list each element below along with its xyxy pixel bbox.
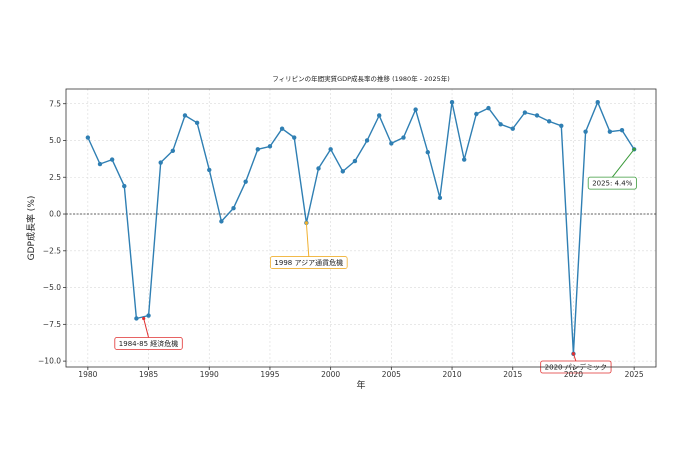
data-point-2015: [510, 126, 515, 131]
data-point-2017: [534, 113, 540, 118]
data-point-2002: [352, 158, 358, 164]
data-point-1996: [279, 126, 285, 131]
x-tick-label: 2020: [564, 370, 583, 379]
annotation-box: [114, 337, 183, 350]
data-point-1988: [182, 113, 188, 118]
data-point-2011: [461, 157, 467, 162]
data-point-2014: [498, 122, 503, 127]
y-tick-label: 5.0: [49, 136, 61, 145]
data-point-2008: [425, 150, 430, 155]
x-axis-ticks: 1980 1985 1990 1995 2000 2005 2010 2015 2020 2025: [78, 367, 644, 379]
data-point-1986: [158, 160, 163, 165]
x-tick-label: 1985: [139, 370, 158, 379]
y-tick-label: −5.0: [43, 283, 61, 292]
x-axis-label: 年: [356, 379, 365, 391]
data-point-1985: [146, 313, 151, 318]
x-tick-label: 2000: [321, 370, 340, 379]
series-layer: [85, 100, 637, 356]
annotation-arrow: [611, 148, 635, 178]
data-point-1983: [122, 183, 127, 189]
data-point-1992: [231, 205, 236, 211]
data-point-2003: [364, 138, 370, 143]
x-tick-label: 2005: [382, 370, 401, 379]
data-point-1987: [170, 148, 176, 153]
y-axis-label: GDP成長率 (%): [25, 196, 37, 261]
data-point-1993: [243, 179, 248, 184]
annotation-arrowhead: [571, 352, 576, 356]
data-point-2012: [474, 111, 479, 117]
x-tick-label: 2010: [443, 370, 462, 379]
data-point-2007: [413, 107, 418, 112]
data-point-2005: [389, 141, 394, 146]
data-point-1994: [255, 147, 261, 152]
y-tick-label: 2.5: [49, 173, 61, 182]
data-point-1995: [267, 144, 273, 149]
plot-frame: [65, 88, 657, 368]
series-line: [87, 101, 635, 355]
data-point-2018: [546, 119, 552, 124]
data-point-1991: [219, 219, 224, 224]
data-point-2009: [437, 195, 443, 201]
grid-layer: [66, 89, 656, 367]
annotation-arrowhead: [632, 147, 636, 151]
annotation-label: 2025: 4.4%: [592, 180, 633, 188]
data-point-2016: [522, 110, 528, 115]
y-tick-label: 0.0: [49, 210, 61, 219]
data-point-2013: [486, 105, 491, 111]
x-tick-label: 1980: [78, 370, 97, 379]
y-tick-label: −2.5: [43, 246, 61, 255]
y-tick-label: −10.0: [38, 357, 61, 366]
x-tick-label: 2025: [625, 370, 644, 379]
annotation-arrow: [143, 318, 150, 338]
annotation-3: 2025: 4.4%: [587, 147, 637, 190]
annotation-0: 1984-85 経済危機: [114, 316, 183, 350]
annotation-label: 1984-85 経済危機: [119, 339, 178, 348]
y-tick-label: 7.5: [49, 99, 61, 108]
data-point-2021: [583, 129, 588, 134]
data-point-2004: [377, 113, 382, 118]
data-point-1981: [97, 161, 103, 167]
y-axis-ticks: −10.0 −7.5 −5.0 −2.5 0.0 2.5 5.0 7.5: [38, 99, 66, 366]
chart-title: フィリピンの年間実質GDP成長率の推移 (1980年 - 2025年): [272, 74, 450, 83]
x-tick-label: 2015: [503, 370, 522, 379]
annotation-arrowhead: [142, 316, 146, 321]
data-point-1999: [316, 166, 321, 171]
x-tick-label: 1990: [200, 370, 219, 379]
data-point-2006: [401, 135, 406, 140]
data-point-2001: [340, 169, 345, 174]
annotation-box: [270, 256, 348, 269]
data-point-2023: [607, 129, 613, 134]
data-point-2024: [619, 127, 625, 133]
data-point-1984: [134, 316, 139, 321]
annotation-box: [587, 176, 637, 190]
annotation-arrowhead: [304, 221, 308, 225]
data-point-2019: [559, 123, 564, 128]
data-point-2000: [328, 147, 333, 152]
data-point-1997: [292, 135, 297, 140]
data-point-1989: [194, 120, 200, 126]
annotation-label: 1998 アジア通貨危機: [274, 258, 343, 267]
data-point-2010: [449, 100, 455, 105]
data-point-1980: [85, 135, 91, 140]
x-tick-label: 1995: [260, 370, 279, 379]
annotation-arrow: [305, 222, 310, 257]
data-point-2022: [595, 100, 600, 105]
data-point-1982: [109, 157, 115, 162]
annotation-1: 1998 アジア通貨危機: [270, 221, 348, 269]
y-tick-label: −7.5: [43, 320, 61, 329]
data-point-1990: [207, 167, 212, 173]
